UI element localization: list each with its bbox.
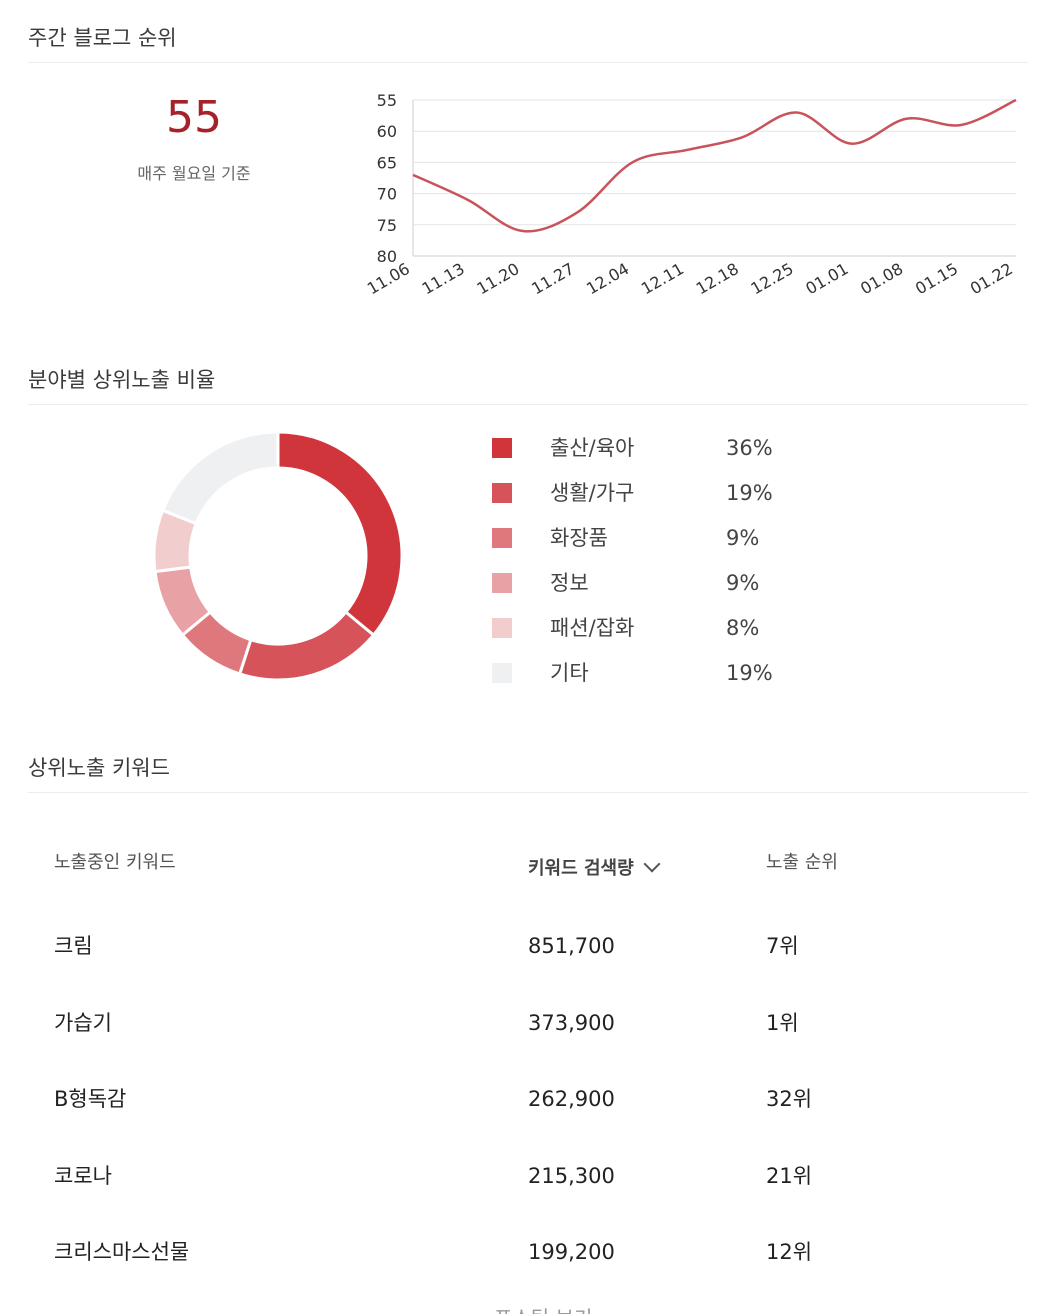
legend-value: 8% bbox=[726, 616, 760, 640]
search-volume-cell: 262,900 bbox=[528, 1087, 615, 1111]
search-volume-cell: 199,200 bbox=[528, 1240, 615, 1264]
header-keyword: 노출중인 키워드 bbox=[54, 852, 176, 873]
legend-item: 정보 9% bbox=[492, 568, 892, 598]
search-volume-cell: 373,900 bbox=[528, 1010, 615, 1035]
legend-item: 패션/잡화 8% bbox=[492, 613, 892, 643]
rank-cell: 12위 bbox=[766, 1240, 813, 1264]
table-row[interactable]: B형독감 262,900 32위 bbox=[0, 1079, 1060, 1119]
keywords-title: 상위노출 키워드 bbox=[28, 756, 170, 780]
legend-value: 19% bbox=[726, 481, 773, 505]
rank-series-line bbox=[412, 98, 1017, 233]
table-row[interactable]: 코로나 215,300 21위 bbox=[0, 1156, 1060, 1196]
legend-value: 36% bbox=[726, 436, 773, 460]
legend-value: 9% bbox=[726, 526, 760, 550]
y-tick-label: 65 bbox=[377, 153, 397, 172]
rank-caption: 매주 월요일 기준 bbox=[137, 164, 251, 183]
y-tick-label: 55 bbox=[377, 91, 397, 110]
legend-item: 출산/육아 36% bbox=[492, 433, 892, 463]
section-divider bbox=[28, 62, 1028, 63]
table-row[interactable]: 크리스마스선물 199,200 12위 bbox=[0, 1232, 1060, 1272]
x-tick-label: 01.08 bbox=[857, 259, 906, 298]
x-tick-label: 12.11 bbox=[638, 259, 687, 298]
y-tick-label: 60 bbox=[377, 122, 397, 141]
legend-value: 19% bbox=[726, 661, 773, 685]
y-tick-label: 75 bbox=[377, 216, 397, 235]
keyword-cell: 크림 bbox=[54, 934, 93, 958]
x-tick-label: 01.01 bbox=[802, 259, 851, 298]
legend-label: 출산/육아 bbox=[550, 436, 635, 460]
y-tick-label: 70 bbox=[377, 185, 397, 204]
rank-cell: 32위 bbox=[766, 1087, 813, 1111]
legend-swatch bbox=[492, 438, 512, 458]
y-tick-label: 80 bbox=[377, 247, 397, 266]
keyword-cell: 가습기 bbox=[54, 1010, 112, 1035]
legend-swatch bbox=[492, 483, 512, 503]
donut-slice bbox=[276, 430, 404, 638]
section-divider bbox=[28, 792, 1028, 793]
rank-cell: 7위 bbox=[766, 934, 799, 958]
header-search-volume-label: 키워드 검색량 bbox=[528, 858, 634, 879]
weekly-rank-title: 주간 블로그 순위 bbox=[28, 26, 177, 50]
keyword-cell: 코로나 bbox=[54, 1163, 112, 1188]
legend-label: 화장품 bbox=[550, 526, 608, 550]
legend-swatch bbox=[492, 618, 512, 638]
category-donut-chart bbox=[152, 430, 404, 682]
search-volume-cell: 851,700 bbox=[528, 934, 615, 958]
donut-slice bbox=[237, 609, 376, 682]
legend-item: 생활/가구 19% bbox=[492, 478, 892, 508]
table-row[interactable]: 크림 851,700 7위 bbox=[0, 926, 1060, 966]
x-tick-label: 12.18 bbox=[693, 259, 742, 298]
chevron-down-icon bbox=[643, 855, 661, 873]
keyword-cell: B형독감 bbox=[54, 1087, 127, 1111]
x-tick-label: 12.25 bbox=[748, 259, 797, 298]
x-tick-label: 11.27 bbox=[528, 259, 577, 298]
more-posts-link[interactable]: 포스팅 보기 bbox=[494, 1302, 592, 1314]
rank-cell: 21위 bbox=[766, 1163, 813, 1188]
legend-swatch bbox=[492, 528, 512, 548]
x-tick-label: 01.15 bbox=[912, 259, 961, 298]
legend-swatch bbox=[492, 573, 512, 593]
legend-item: 기타 19% bbox=[492, 658, 892, 688]
x-tick-label: 11.13 bbox=[419, 259, 468, 298]
rank-cell: 1위 bbox=[766, 1010, 799, 1035]
legend-label: 생활/가구 bbox=[550, 481, 635, 505]
header-rank: 노출 순위 bbox=[766, 852, 838, 873]
section-divider bbox=[28, 404, 1028, 405]
legend-label: 패션/잡화 bbox=[550, 616, 635, 640]
search-volume-cell: 215,300 bbox=[528, 1163, 615, 1188]
legend-label: 정보 bbox=[550, 571, 589, 595]
x-tick-label: 12.04 bbox=[583, 259, 632, 298]
x-tick-label: 01.22 bbox=[967, 259, 1016, 298]
legend-item: 화장품 9% bbox=[492, 523, 892, 553]
legend-value: 9% bbox=[726, 571, 760, 595]
x-tick-label: 11.20 bbox=[473, 259, 522, 298]
legend-swatch bbox=[492, 663, 512, 683]
category-ratio-title: 분야별 상위노출 비율 bbox=[28, 368, 216, 392]
header-search-volume-sort[interactable]: 키워드 검색량 bbox=[528, 854, 661, 880]
table-row[interactable]: 가습기 373,900 1위 bbox=[0, 1003, 1060, 1043]
donut-slice bbox=[160, 430, 280, 526]
keyword-cell: 크리스마스선물 bbox=[54, 1240, 190, 1264]
legend-label: 기타 bbox=[550, 661, 589, 685]
current-rank-value: 55 bbox=[166, 92, 222, 143]
